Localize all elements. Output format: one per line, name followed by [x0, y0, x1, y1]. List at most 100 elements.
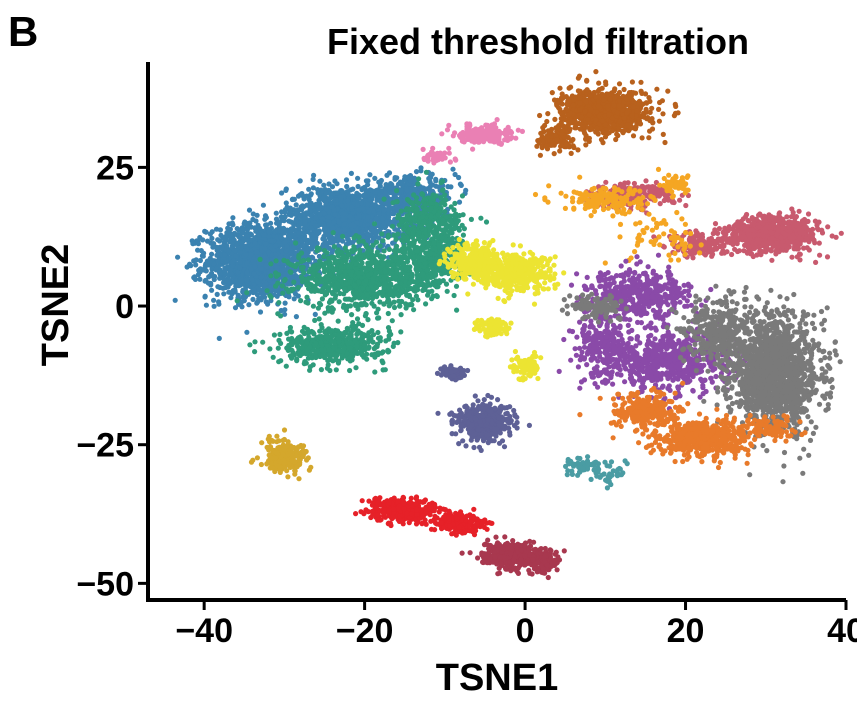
scatter-point	[316, 316, 322, 322]
scatter-point	[391, 248, 397, 254]
scatter-point	[298, 298, 304, 304]
scatter-point	[408, 178, 414, 184]
scatter-point	[308, 208, 314, 214]
scatter-point	[291, 279, 297, 285]
scatter-point	[361, 294, 367, 300]
scatter-point	[310, 236, 316, 242]
scatter-point	[411, 192, 417, 198]
scatter-point	[383, 338, 389, 344]
scatter-point	[255, 231, 261, 238]
scatter-point	[310, 362, 316, 368]
scatter-point	[295, 293, 301, 299]
scatter-point	[341, 273, 347, 279]
scatter-point	[263, 222, 269, 228]
scatter-point	[418, 165, 424, 171]
scatter-point	[284, 258, 290, 264]
scatter-point	[216, 249, 222, 256]
scatter-point	[381, 196, 387, 202]
scatter-point	[365, 249, 371, 255]
scatter-point	[263, 241, 269, 247]
scatter-point	[339, 189, 346, 195]
scatter-point	[222, 267, 228, 273]
scatter-point	[329, 184, 336, 190]
scatter-point	[341, 302, 347, 308]
scatter-point	[413, 169, 420, 175]
scatter-point	[377, 299, 383, 305]
scatter-point	[248, 251, 254, 258]
scatter-point	[271, 332, 277, 338]
scatter-point	[268, 294, 274, 300]
scatter-point	[211, 276, 217, 283]
scatter-point	[336, 227, 342, 233]
scatter-point	[326, 347, 332, 353]
scatter-point	[304, 294, 310, 300]
scatter-point	[296, 254, 302, 261]
scatter-point	[333, 367, 339, 373]
scatter-point	[401, 226, 407, 232]
scatter-point	[283, 187, 289, 193]
scatter-point	[336, 299, 342, 305]
scatter-point	[275, 345, 281, 351]
scatter-point	[460, 232, 466, 238]
scatter-point	[327, 329, 333, 335]
scatter-point	[378, 177, 384, 184]
scatter-point	[349, 297, 355, 303]
scatter-point	[398, 187, 405, 193]
scatter-point	[341, 221, 347, 227]
scatter-point	[420, 214, 426, 220]
scatter-point	[478, 215, 484, 221]
scatter-point	[325, 358, 331, 364]
scatter-point	[394, 188, 400, 194]
scatter-point	[371, 303, 377, 309]
scatter-point	[351, 244, 357, 250]
scatter-point	[343, 281, 349, 287]
scatter-point	[282, 276, 288, 283]
scatter-point	[308, 191, 314, 197]
scatter-point	[328, 338, 335, 344]
scatter-point	[367, 172, 373, 178]
scatter-point	[323, 206, 329, 212]
scatter-point	[421, 196, 428, 202]
scatter-point	[286, 281, 292, 287]
scatter-point	[433, 293, 440, 299]
scatter-point	[437, 205, 443, 211]
scatter-point	[267, 346, 273, 352]
scatter-point	[260, 202, 266, 208]
scatter-point	[394, 283, 400, 289]
scatter-point	[204, 261, 210, 267]
scatter-point	[323, 200, 329, 206]
scatter-point	[360, 185, 366, 191]
scatter-point	[451, 207, 457, 213]
scatter-point	[278, 234, 284, 240]
scatter-point	[411, 307, 417, 313]
scatter-point	[323, 333, 329, 339]
scatter-point	[393, 274, 399, 280]
scatter-point	[404, 187, 410, 193]
scatter-point	[398, 329, 404, 335]
scatter-point	[210, 244, 216, 250]
scatter-point	[237, 265, 243, 271]
scatter-point	[333, 357, 339, 363]
scatter-point	[286, 218, 292, 224]
scatter-point	[359, 302, 365, 308]
scatter-point	[385, 202, 391, 208]
scatter-point	[391, 255, 398, 261]
scatter-point	[221, 291, 227, 297]
scatter-point	[195, 241, 201, 247]
scatter-point	[248, 224, 254, 230]
scatter-point	[433, 176, 439, 182]
scatter-point	[423, 169, 429, 175]
scatter-point	[282, 239, 288, 245]
scatter-point	[290, 255, 296, 261]
scatter-point	[419, 191, 425, 197]
scatter-point	[372, 189, 378, 195]
scatter-point	[283, 200, 289, 206]
scatter-point	[311, 331, 317, 337]
scatter-point	[350, 320, 356, 326]
scatter-point	[217, 227, 223, 233]
scatter-point	[295, 284, 301, 291]
scatter-point	[381, 248, 387, 254]
scatter-point	[380, 238, 386, 244]
scatter-point	[371, 221, 378, 227]
scatter-point	[376, 281, 382, 288]
